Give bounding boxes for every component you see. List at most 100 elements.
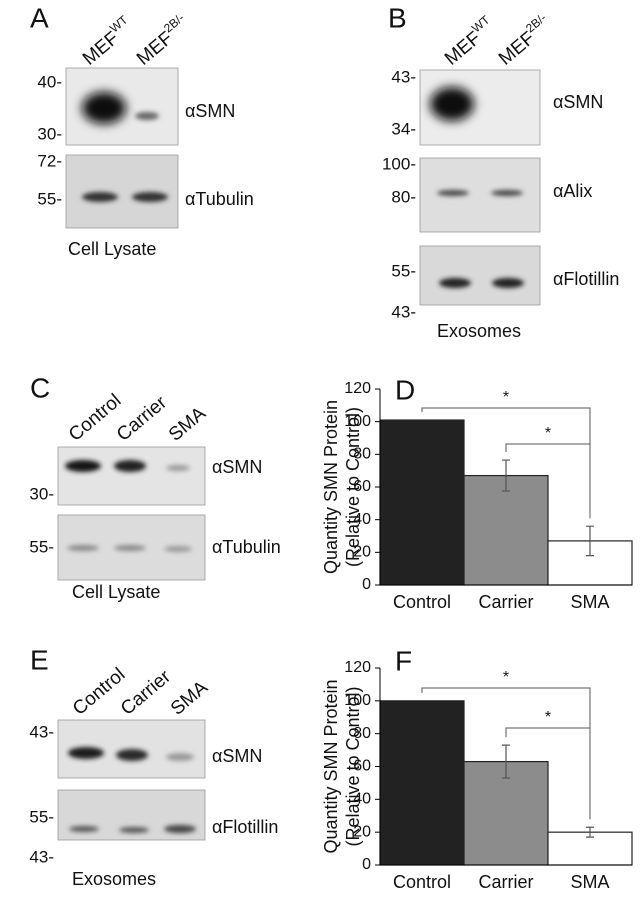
y-tick-label: 120 — [344, 380, 371, 397]
y-tick-label: 100 — [344, 413, 371, 430]
caption: Cell Lysate — [68, 239, 156, 259]
y-tick-label: 80 — [353, 725, 371, 742]
y-tick-label: 120 — [344, 659, 371, 676]
blot-band — [82, 192, 118, 202]
antibody: αFlotillin — [553, 269, 619, 289]
marker: 43- — [29, 722, 54, 741]
lane-label: MEF2B/- — [130, 11, 194, 70]
x-tick-label: Control — [393, 872, 451, 892]
panel-letter: D — [395, 374, 415, 405]
antibody: αTubulin — [212, 537, 281, 557]
blot-band — [164, 546, 192, 552]
y-tick-label: 100 — [344, 692, 371, 709]
blot-band — [114, 545, 146, 551]
blot-band — [119, 827, 149, 833]
x-tick-label: Carrier — [478, 592, 533, 612]
marker: 30- — [37, 124, 62, 143]
error-bar — [502, 459, 510, 492]
lane-label: Carrier — [117, 666, 175, 720]
y-axis-label: Quantity SMN Protein — [321, 679, 341, 853]
y-axis-label: Quantity SMN Protein — [321, 400, 341, 574]
lane-label: MEFWT — [76, 12, 137, 69]
marker: 43- — [391, 302, 416, 321]
lane-label: Control — [69, 664, 129, 719]
y-tick-label: 40 — [353, 511, 371, 528]
antibody: αSMN — [553, 92, 603, 112]
marker: 40- — [37, 72, 62, 91]
blot-band — [82, 92, 126, 124]
y-tick-label: 20 — [353, 544, 371, 561]
blot — [419, 245, 541, 306]
bar — [379, 419, 465, 586]
significance-star: * — [545, 709, 551, 726]
blot-band — [491, 190, 523, 196]
lane-text: Carrier — [117, 666, 175, 720]
blot-band — [114, 460, 146, 472]
bar — [379, 700, 465, 866]
lane-label: Control — [65, 390, 125, 445]
blot-band — [430, 87, 474, 121]
blot-band — [437, 190, 469, 196]
significance-star: * — [503, 669, 509, 686]
blot-band — [132, 192, 168, 202]
y-tick-label: 60 — [353, 758, 371, 775]
antibody: αAlix — [553, 181, 592, 201]
error-bar — [502, 744, 510, 779]
blot-band — [65, 460, 101, 472]
marker: 55- — [29, 537, 54, 556]
lane-label: SMA — [165, 403, 210, 446]
antibody: αSMN — [212, 457, 262, 477]
x-tick-label: SMA — [570, 592, 609, 612]
antibody: αTubulin — [185, 189, 254, 209]
x-tick-label: SMA — [570, 872, 609, 892]
marker: 80- — [391, 187, 416, 206]
marker: 72- — [37, 151, 62, 170]
y-tick-label: 80 — [353, 446, 371, 463]
significance-bracket — [505, 443, 591, 519]
marker: 34- — [391, 119, 416, 138]
panel-letter: E — [30, 644, 49, 675]
marker: 55- — [37, 189, 62, 208]
lane-label: MEF2B/- — [492, 11, 556, 70]
lane-text: SMA — [165, 403, 210, 446]
antibody: αSMN — [212, 746, 262, 766]
y-tick-label: 60 — [353, 478, 371, 495]
blot-band — [492, 278, 524, 288]
blot-band — [166, 465, 190, 471]
marker: 30- — [29, 484, 54, 503]
y-tick-label: 20 — [353, 823, 371, 840]
panel-letter: C — [30, 372, 50, 403]
blot — [419, 157, 541, 233]
significance-star: * — [545, 425, 551, 442]
y-axis-label: (Relative to Control) — [343, 407, 363, 567]
y-tick-label: 40 — [353, 791, 371, 808]
blot-band — [166, 753, 194, 761]
lane-label: MEFWT — [438, 12, 499, 69]
blot-band — [68, 747, 104, 759]
lane-text: Control — [69, 664, 129, 719]
error-bar — [586, 525, 594, 557]
blot-band — [439, 278, 471, 288]
y-tick-label: 0 — [362, 856, 371, 873]
y-tick-label: 0 — [362, 576, 371, 593]
lane-text: Control — [65, 390, 125, 445]
y-axis-label: (Relative to Control) — [343, 686, 363, 846]
panel-letter: F — [395, 645, 412, 676]
blot — [65, 154, 179, 229]
lane-label: Carrier — [113, 392, 171, 446]
x-tick-label: Carrier — [478, 872, 533, 892]
blot-band — [69, 826, 99, 832]
error-bar — [586, 826, 594, 838]
blot-band — [116, 749, 148, 761]
significance-bracket — [505, 727, 591, 820]
panel-letter: B — [388, 2, 407, 33]
blot-band — [135, 112, 159, 120]
marker: 55- — [391, 261, 416, 280]
panel-letter: A — [30, 2, 49, 33]
significance-star: * — [503, 389, 509, 406]
marker: 43- — [391, 67, 416, 86]
caption: Exosomes — [437, 321, 521, 341]
marker: 43- — [29, 847, 54, 866]
blot-band — [67, 545, 99, 551]
